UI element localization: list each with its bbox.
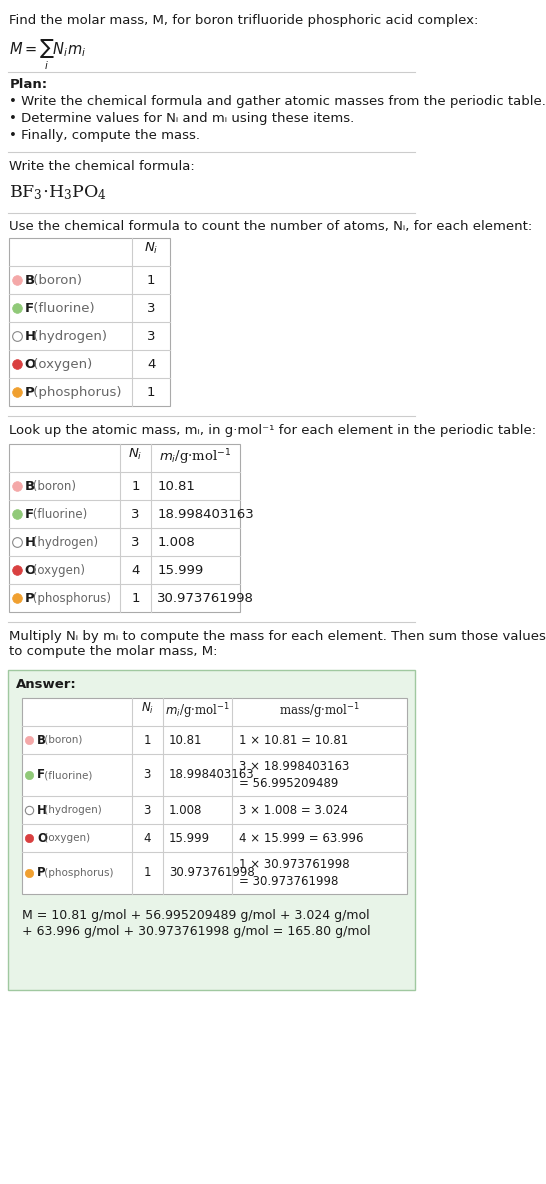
Text: 1 × 10.81 = 10.81: 1 × 10.81 = 10.81: [239, 734, 348, 746]
Text: (hydrogen): (hydrogen): [29, 329, 107, 342]
Text: 3 × 1.008 = 3.024: 3 × 1.008 = 3.024: [239, 804, 348, 817]
Text: 30.973761998: 30.973761998: [157, 592, 254, 605]
Text: $m_i$/g·mol$^{-1}$: $m_i$/g·mol$^{-1}$: [159, 448, 232, 466]
Text: • Write the chemical formula and gather atomic masses from the periodic table.: • Write the chemical formula and gather …: [9, 95, 546, 108]
Text: (oxygen): (oxygen): [29, 358, 92, 371]
Text: Multiply Nᵢ by mᵢ to compute the mass for each element. Then sum those values
to: Multiply Nᵢ by mᵢ to compute the mass fo…: [9, 630, 546, 658]
Text: $\mathregular{BF_3{\cdot}H_3PO_4}$: $\mathregular{BF_3{\cdot}H_3PO_4}$: [9, 184, 107, 201]
Text: Look up the atomic mass, mᵢ, in g·mol⁻¹ for each element in the periodic table:: Look up the atomic mass, mᵢ, in g·mol⁻¹ …: [9, 424, 536, 437]
Text: F: F: [25, 508, 34, 521]
Text: Use the chemical formula to count the number of atoms, Nᵢ, for each element:: Use the chemical formula to count the nu…: [9, 220, 532, 233]
Text: • Determine values for Nᵢ and mᵢ using these items.: • Determine values for Nᵢ and mᵢ using t…: [9, 112, 354, 126]
Text: B: B: [25, 274, 35, 287]
Text: 1.008: 1.008: [157, 535, 195, 548]
Text: P: P: [25, 592, 34, 605]
Text: • Finally, compute the mass.: • Finally, compute the mass.: [9, 129, 200, 142]
Text: P: P: [37, 867, 46, 880]
Text: (fluorine): (fluorine): [41, 770, 93, 780]
Text: + 63.996 g/mol + 30.973761998 g/mol = 165.80 g/mol: + 63.996 g/mol + 30.973761998 g/mol = 16…: [22, 925, 370, 938]
Text: 1: 1: [147, 274, 155, 287]
Text: (oxygen): (oxygen): [29, 564, 85, 577]
Text: 4 × 15.999 = 63.996: 4 × 15.999 = 63.996: [239, 831, 363, 844]
Bar: [8, 670, 415, 990]
Text: H: H: [37, 804, 47, 817]
Text: $N_i$: $N_i$: [128, 448, 143, 462]
Text: O: O: [25, 564, 36, 577]
Text: 30.973761998: 30.973761998: [169, 867, 254, 880]
Text: 3: 3: [132, 508, 140, 521]
Text: H: H: [25, 535, 36, 548]
Text: (phosphorus): (phosphorus): [29, 386, 122, 399]
Text: (boron): (boron): [41, 735, 82, 745]
Text: 18.998403163: 18.998403163: [169, 768, 254, 781]
Text: 3: 3: [144, 768, 151, 781]
Text: 1: 1: [132, 480, 140, 493]
Text: Plan:: Plan:: [9, 78, 48, 91]
Text: Write the chemical formula:: Write the chemical formula:: [9, 160, 195, 173]
Text: (phosphorus): (phosphorus): [41, 868, 114, 879]
Text: H: H: [25, 329, 36, 342]
Text: (boron): (boron): [29, 274, 82, 287]
Text: 1: 1: [144, 867, 151, 880]
Bar: [9, 444, 240, 612]
Text: (fluorine): (fluorine): [29, 302, 94, 315]
Text: 1.008: 1.008: [169, 804, 202, 817]
Text: 3: 3: [132, 535, 140, 548]
Text: 1: 1: [132, 592, 140, 605]
Text: 4: 4: [144, 831, 151, 844]
Text: (hydrogen): (hydrogen): [41, 805, 102, 815]
Text: P: P: [25, 386, 34, 399]
Text: F: F: [37, 768, 45, 781]
Text: 3: 3: [147, 329, 155, 342]
Text: $N_i$: $N_i$: [141, 701, 154, 716]
Text: 4: 4: [147, 358, 155, 371]
Text: F: F: [25, 302, 34, 315]
Text: $N_i$: $N_i$: [144, 242, 158, 256]
Text: 15.999: 15.999: [169, 831, 210, 844]
Text: M = 10.81 g/mol + 56.995209489 g/mol + 3.024 g/mol: M = 10.81 g/mol + 56.995209489 g/mol + 3…: [22, 909, 369, 922]
Text: 4: 4: [132, 564, 140, 577]
Text: 3: 3: [147, 302, 155, 315]
Text: 10.81: 10.81: [157, 480, 195, 493]
Text: 1 × 30.973761998
= 30.973761998: 1 × 30.973761998 = 30.973761998: [239, 858, 349, 888]
Text: O: O: [37, 831, 47, 844]
Text: (phosphorus): (phosphorus): [29, 592, 111, 605]
Text: (fluorine): (fluorine): [29, 508, 87, 521]
Text: (hydrogen): (hydrogen): [29, 535, 98, 548]
Text: Find the molar mass, M, for boron trifluoride phosphoric acid complex:: Find the molar mass, M, for boron triflu…: [9, 14, 479, 27]
Text: 1: 1: [147, 386, 155, 399]
Text: 18.998403163: 18.998403163: [157, 508, 254, 521]
Text: $M = \sum_i N_i m_i$: $M = \sum_i N_i m_i$: [9, 38, 86, 72]
Text: O: O: [25, 358, 36, 371]
Text: 3 × 18.998403163
= 56.995209489: 3 × 18.998403163 = 56.995209489: [239, 760, 349, 790]
Text: (oxygen): (oxygen): [41, 834, 90, 843]
Text: B: B: [37, 734, 46, 746]
Text: 15.999: 15.999: [157, 564, 204, 577]
Text: 10.81: 10.81: [169, 734, 203, 746]
Text: Answer:: Answer:: [15, 678, 76, 691]
Text: 3: 3: [144, 804, 151, 817]
Text: 1: 1: [144, 734, 151, 746]
Text: mass/g·mol$^{-1}$: mass/g·mol$^{-1}$: [280, 701, 360, 721]
Bar: [22, 699, 407, 894]
Bar: [9, 238, 170, 406]
Text: (boron): (boron): [29, 480, 76, 493]
Text: B: B: [25, 480, 35, 493]
Text: $m_i$/g·mol$^{-1}$: $m_i$/g·mol$^{-1}$: [165, 701, 230, 721]
